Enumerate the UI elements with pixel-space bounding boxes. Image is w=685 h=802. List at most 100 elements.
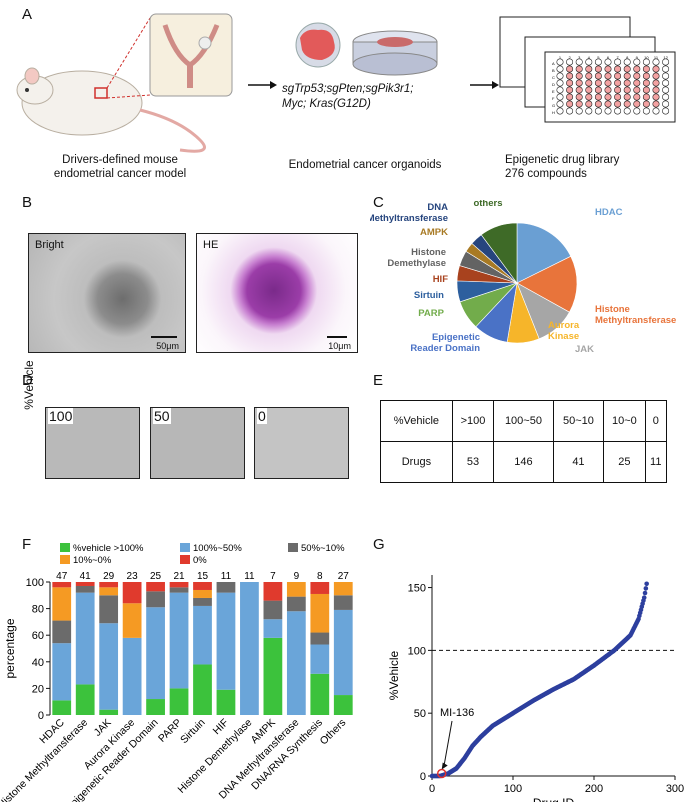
pie-slice — [516, 222, 572, 284]
scatter-plot: 0 50 100 150 0 100 200 300 Drug ID %Vehicle MI-136 — [387, 575, 684, 802]
pie-label: HDAC — [595, 207, 623, 218]
x-tick-label: 100 — [504, 783, 522, 795]
plate-col-label: 4 — [588, 55, 591, 60]
table-cell: 50~10 — [552, 400, 605, 442]
legend-swatch — [180, 543, 190, 552]
bar-segment — [286, 611, 306, 715]
panel-label-g: G — [373, 536, 385, 553]
data-point — [642, 590, 648, 596]
bar-count-label: 11 — [244, 571, 255, 582]
plate-well — [556, 86, 564, 94]
annotation-arrow — [443, 720, 453, 768]
y-tick-label: 0 — [420, 771, 426, 783]
bar-count-label: 15 — [197, 571, 209, 582]
plate-well — [642, 100, 650, 108]
pie-slice — [480, 222, 518, 284]
plate-col-label: 11 — [654, 55, 659, 60]
y-tick-label: 40 — [32, 657, 44, 669]
table-cell: 25 — [603, 441, 646, 483]
bright-label: Bright — [35, 239, 64, 251]
plate-well — [662, 86, 670, 94]
plate-col-label: 10 — [644, 55, 649, 60]
plate-col-label: 3 — [578, 55, 581, 60]
plate-well — [556, 65, 564, 73]
bar-segment — [333, 609, 353, 696]
bar-segment — [216, 592, 236, 690]
bar-count-label: 25 — [150, 571, 162, 582]
plate-well — [566, 79, 574, 87]
plate-col-label: 6 — [607, 55, 610, 60]
bar-segment — [75, 592, 95, 685]
plate-well — [623, 65, 631, 73]
legend-swatch — [60, 555, 70, 564]
pie-label: others — [473, 200, 502, 209]
plate-col-label: 5 — [597, 55, 600, 60]
bar-segment — [263, 619, 283, 638]
plate-well — [585, 107, 593, 115]
plate-well — [604, 100, 612, 108]
plate-well — [594, 58, 602, 66]
bar-count-label: 7 — [270, 571, 276, 582]
bar-segment — [146, 591, 165, 608]
panel-label-c: C — [373, 194, 384, 211]
legend-label: 50%~10% — [301, 543, 345, 554]
plate-well — [652, 107, 660, 115]
genes-line2: Myc; Kras(G12D) — [282, 98, 371, 110]
highlight-circle — [436, 768, 447, 779]
organoid-caption: Endometrial cancer organoids — [288, 159, 442, 171]
plate-row-label: C — [552, 75, 555, 80]
plate-well — [642, 86, 650, 94]
plate-well — [623, 100, 631, 108]
table-cell: %Vehicle — [380, 400, 453, 442]
scale-label-10: 10μm — [328, 341, 351, 351]
plate-well — [614, 93, 622, 101]
bar-segment — [52, 582, 72, 588]
bar-segment — [263, 600, 283, 620]
x-axis-label: Drug ID — [533, 796, 575, 802]
bar-segment — [122, 603, 142, 638]
panel-label-b: B — [22, 194, 33, 211]
plate-well — [642, 58, 650, 66]
brightfield-image: Bright 50μm — [28, 233, 186, 353]
he-label: HE — [203, 239, 219, 251]
legend-label: %vehicle >100% — [73, 543, 144, 554]
plate-well — [575, 72, 583, 80]
y-tick-label: 100 — [26, 577, 44, 589]
mouse-caption-line2: endometrial cancer model — [53, 168, 187, 180]
bar-segment — [75, 684, 95, 715]
x-tick-label: 200 — [585, 783, 603, 795]
scale-bar-50 — [151, 336, 177, 338]
pie-label: JAK — [575, 344, 594, 355]
bar-segment — [286, 596, 306, 612]
x-tick-label: 300 — [666, 783, 684, 795]
bar-segment — [216, 582, 236, 593]
well-0: 0 — [254, 407, 349, 479]
bar-segment — [75, 585, 95, 593]
bar-segment — [52, 700, 72, 715]
plate-well — [585, 79, 593, 87]
well-100: 100 — [45, 407, 140, 479]
plate-well — [566, 58, 574, 66]
plate-well — [556, 93, 564, 101]
plate-well — [594, 79, 602, 87]
plate-well — [585, 100, 593, 108]
plate-well — [575, 107, 583, 115]
pie-label: Sirtuin — [414, 290, 444, 301]
plate-well — [662, 58, 670, 66]
bar-segment — [99, 582, 119, 588]
panel-label-f: F — [22, 536, 32, 553]
plate-well — [594, 93, 602, 101]
plate-well — [614, 65, 622, 73]
bar-segment — [122, 582, 142, 604]
plate-well — [614, 58, 622, 66]
bar-count-label: 41 — [80, 571, 92, 582]
annotation-label: MI-136 — [440, 707, 474, 719]
plate-row-label: A — [552, 61, 555, 66]
plate-well — [585, 93, 593, 101]
bar-segment — [216, 689, 236, 715]
bar-segment — [52, 587, 72, 621]
bar-segment — [310, 644, 330, 674]
bar-count-label: 27 — [338, 571, 350, 582]
bar-count-label: 8 — [317, 571, 323, 582]
